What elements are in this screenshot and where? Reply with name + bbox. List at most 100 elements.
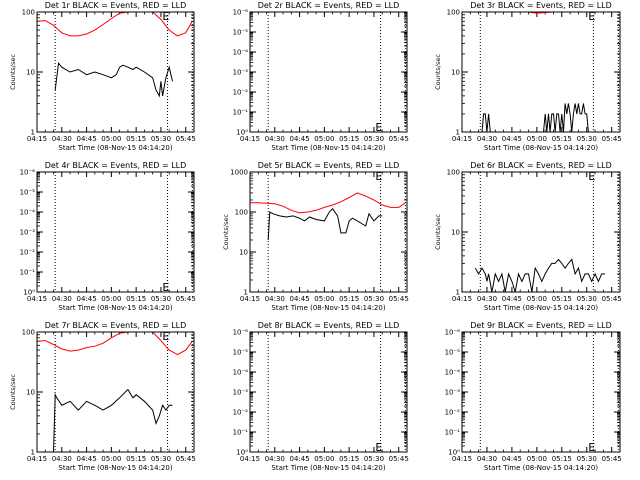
y-tick-label: 1 <box>31 129 35 137</box>
y-tick-label: 100 <box>22 329 35 337</box>
y-tick-label: 10⁰ <box>236 449 248 457</box>
x-tick-label: 05:00 <box>527 295 547 303</box>
x-tick-label: 05:15 <box>339 295 359 303</box>
y-tick-label: 100 <box>22 9 35 17</box>
x-axis-label: Start Time (08-Nov-15 04:14:20) <box>58 144 172 152</box>
panel-title: Det 7r BLACK = Events, RED = LLD <box>45 321 187 330</box>
x-tick-label: 05:15 <box>126 295 146 303</box>
panel-det-6: Det 6r BLACK = Events, RED = LLD 1 10 100 04… <box>434 161 622 312</box>
x-tick-label: 05:15 <box>552 455 572 463</box>
x-tick-label: 05:45 <box>602 295 622 303</box>
y-tick-label: 100 <box>447 169 460 177</box>
x-axis-label: Start Time (08-Nov-15 04:14:20) <box>484 144 598 152</box>
x-tick-label: 04:30 <box>52 135 72 143</box>
plot-frame <box>36 331 195 453</box>
y-tick-label: 1 <box>456 289 460 297</box>
x-tick-label: 05:45 <box>602 135 622 143</box>
lld-series-line <box>528 12 619 14</box>
x-tick-label: 04:30 <box>52 295 72 303</box>
y-tick-label: 10⁻⁶ <box>20 169 36 177</box>
y-axis-label: Counts/sec <box>434 214 442 250</box>
y-tick-label: 10 <box>239 249 248 257</box>
panel-title: Det 2r BLACK = Events, RED = LLD <box>258 1 400 10</box>
x-tick-label: 05:15 <box>339 455 359 463</box>
x-tick-label: 05:00 <box>101 455 121 463</box>
plot-frame <box>36 171 195 293</box>
y-tick-label: 10⁻⁵ <box>233 349 249 357</box>
e-marker-label: E <box>588 10 595 23</box>
lld-series-line <box>37 332 193 356</box>
e-marker-label: E <box>375 441 382 454</box>
x-tick-label: 04:15 <box>452 295 472 303</box>
y-tick-label: 1000 <box>230 169 248 177</box>
x-tick-label: 04:15 <box>240 295 260 303</box>
plot-frame <box>461 331 621 453</box>
y-tick-label: 10⁻¹ <box>20 269 36 277</box>
x-tick-label: 05:30 <box>151 135 171 143</box>
panel-det-9: Det 9r BLACK = Events, RED = LLD 10⁰ 10⁻¹ 1… <box>445 321 622 472</box>
plot-frame <box>249 171 408 293</box>
panel-det-4: Det 4r BLACK = Events, RED = LLD 10⁰ 10⁻¹ 1… <box>20 161 196 312</box>
events-series-line <box>53 388 173 452</box>
x-tick-label: 04:45 <box>76 455 96 463</box>
y-axis-label: Counts/sec <box>9 54 17 90</box>
y-tick-label: 1 <box>456 129 460 137</box>
y-tick-label: 100 <box>447 9 460 17</box>
y-tick-label: 10⁻² <box>233 409 249 417</box>
panel-title: Det 6r BLACK = Events, RED = LLD <box>470 161 612 170</box>
plot-frame <box>249 11 408 133</box>
y-tick-label: 10⁻³ <box>233 69 249 77</box>
x-tick-label: 04:30 <box>265 455 285 463</box>
y-tick-label: 10⁻² <box>20 249 36 257</box>
y-tick-label: 10⁻⁴ <box>233 369 249 377</box>
x-tick-label: 04:45 <box>289 455 309 463</box>
x-tick-label: 04:45 <box>502 295 522 303</box>
e-marker-label: E <box>588 170 595 183</box>
y-tick-label: 10 <box>451 229 460 237</box>
panel-title: Det 9r BLACK = Events, RED = LLD <box>470 321 612 330</box>
e-marker-label: E <box>162 281 169 294</box>
y-tick-label: 10⁻³ <box>445 389 461 397</box>
x-tick-label: 04:15 <box>27 295 47 303</box>
x-tick-label: 04:45 <box>76 295 96 303</box>
x-tick-label: 05:15 <box>126 135 146 143</box>
x-axis-label: Start Time (08-Nov-15 04:14:20) <box>271 144 385 152</box>
y-tick-label: 10⁻¹ <box>445 429 461 437</box>
y-tick-label: 10⁻⁴ <box>20 209 36 217</box>
x-tick-label: 04:30 <box>477 295 497 303</box>
y-tick-label: 100 <box>235 209 248 217</box>
x-tick-label: 05:00 <box>314 295 334 303</box>
e-marker-label: E <box>162 330 169 343</box>
y-tick-label: 10⁻⁶ <box>233 9 249 17</box>
x-tick-label: 05:45 <box>389 455 409 463</box>
e-marker-label: E <box>375 121 382 134</box>
panel-title: Det 5r BLACK = Events, RED = LLD <box>258 161 400 170</box>
x-tick-label: 04:45 <box>76 135 96 143</box>
y-tick-label: 10⁻¹ <box>233 109 249 117</box>
x-tick-label: 04:30 <box>477 135 497 143</box>
y-tick-label: 10⁻⁵ <box>20 189 36 197</box>
y-tick-label: 10⁻⁵ <box>445 349 461 357</box>
x-tick-label: 04:45 <box>502 135 522 143</box>
y-tick-label: 1 <box>31 449 35 457</box>
x-axis-label: Start Time (08-Nov-15 04:14:20) <box>58 304 172 312</box>
y-tick-label: 10⁻¹ <box>233 429 249 437</box>
x-tick-label: 04:45 <box>289 135 309 143</box>
panel-title: Det 8r BLACK = Events, RED = LLD <box>258 321 400 330</box>
x-tick-label: 05:30 <box>577 135 597 143</box>
events-series-line <box>474 258 605 292</box>
x-tick-label: 05:00 <box>101 295 121 303</box>
plot-frame <box>461 171 621 293</box>
x-tick-label: 05:45 <box>176 135 196 143</box>
panel-title: Det 1r BLACK = Events, RED = LLD <box>45 1 187 10</box>
e-marker-label: E <box>375 170 382 183</box>
y-axis-label: Counts/sec <box>434 54 442 90</box>
x-tick-label: 05:30 <box>364 135 384 143</box>
y-tick-label: 10⁻³ <box>20 229 36 237</box>
panel-det-7: Det 7r BLACK = Events, RED = LLD 1 10 100 04… <box>9 321 196 472</box>
x-tick-label: 05:00 <box>527 455 547 463</box>
events-series-line <box>480 103 619 132</box>
x-tick-label: 05:30 <box>577 455 597 463</box>
x-tick-label: 05:00 <box>314 135 334 143</box>
x-tick-label: 05:15 <box>126 455 146 463</box>
